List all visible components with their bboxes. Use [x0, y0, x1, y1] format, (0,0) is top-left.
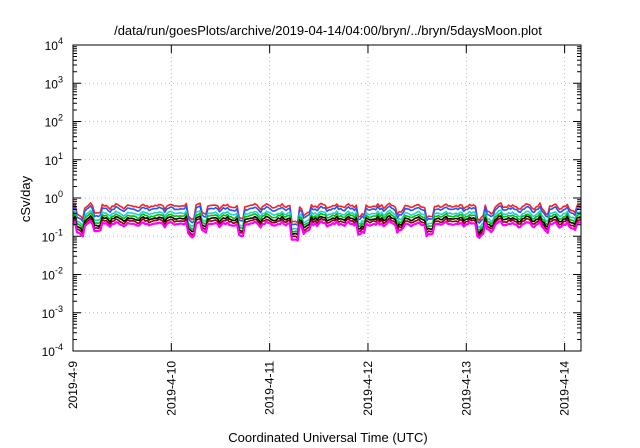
x-tick-label: 2019-4-9 — [66, 361, 80, 409]
series-layer — [72, 202, 582, 242]
series-line — [72, 209, 582, 231]
x-tick-label: 2019-4-11 — [263, 361, 277, 415]
x-tick-label: 2019-4-12 — [361, 361, 375, 416]
series-line — [72, 202, 582, 224]
series-line — [72, 217, 582, 239]
y-axis-label: cSv/day — [18, 175, 33, 222]
chart-title: /data/run/goesPlots/archive/2019-04-14/0… — [114, 23, 542, 38]
x-tick-labels: 2019-4-9 2019-4-10 2019-4-11 2019-4-12 2019-… — [66, 361, 572, 416]
y-tick-label: 10-4 — [42, 342, 63, 359]
y-tick-label: 101 — [45, 151, 63, 168]
y-tick-label: 102 — [45, 113, 63, 130]
y-tick-label: 10-2 — [42, 266, 63, 283]
y-tick-label: 100 — [45, 189, 63, 206]
series-line — [72, 214, 581, 236]
series-line — [72, 219, 582, 242]
series-line — [72, 212, 582, 234]
series-line — [72, 205, 582, 226]
y-tick-label: 10-3 — [42, 304, 63, 321]
y-tick-labels: 10-4 10-3 10-2 10-1 100 101 102 103 104 — [42, 36, 63, 359]
grid-lines — [73, 45, 581, 351]
tick-marks — [72, 44, 581, 352]
y-tick-label: 10-1 — [42, 227, 63, 244]
x-tick-label: 2019-4-10 — [164, 361, 178, 416]
y-tick-label: 103 — [45, 74, 63, 91]
x-tick-label: 2019-4-14 — [558, 361, 572, 416]
x-tick-label: 2019-4-13 — [459, 361, 473, 416]
x-axis-label: Coordinated Universal Time (UTC) — [228, 430, 427, 445]
y-tick-label: 104 — [45, 36, 63, 53]
